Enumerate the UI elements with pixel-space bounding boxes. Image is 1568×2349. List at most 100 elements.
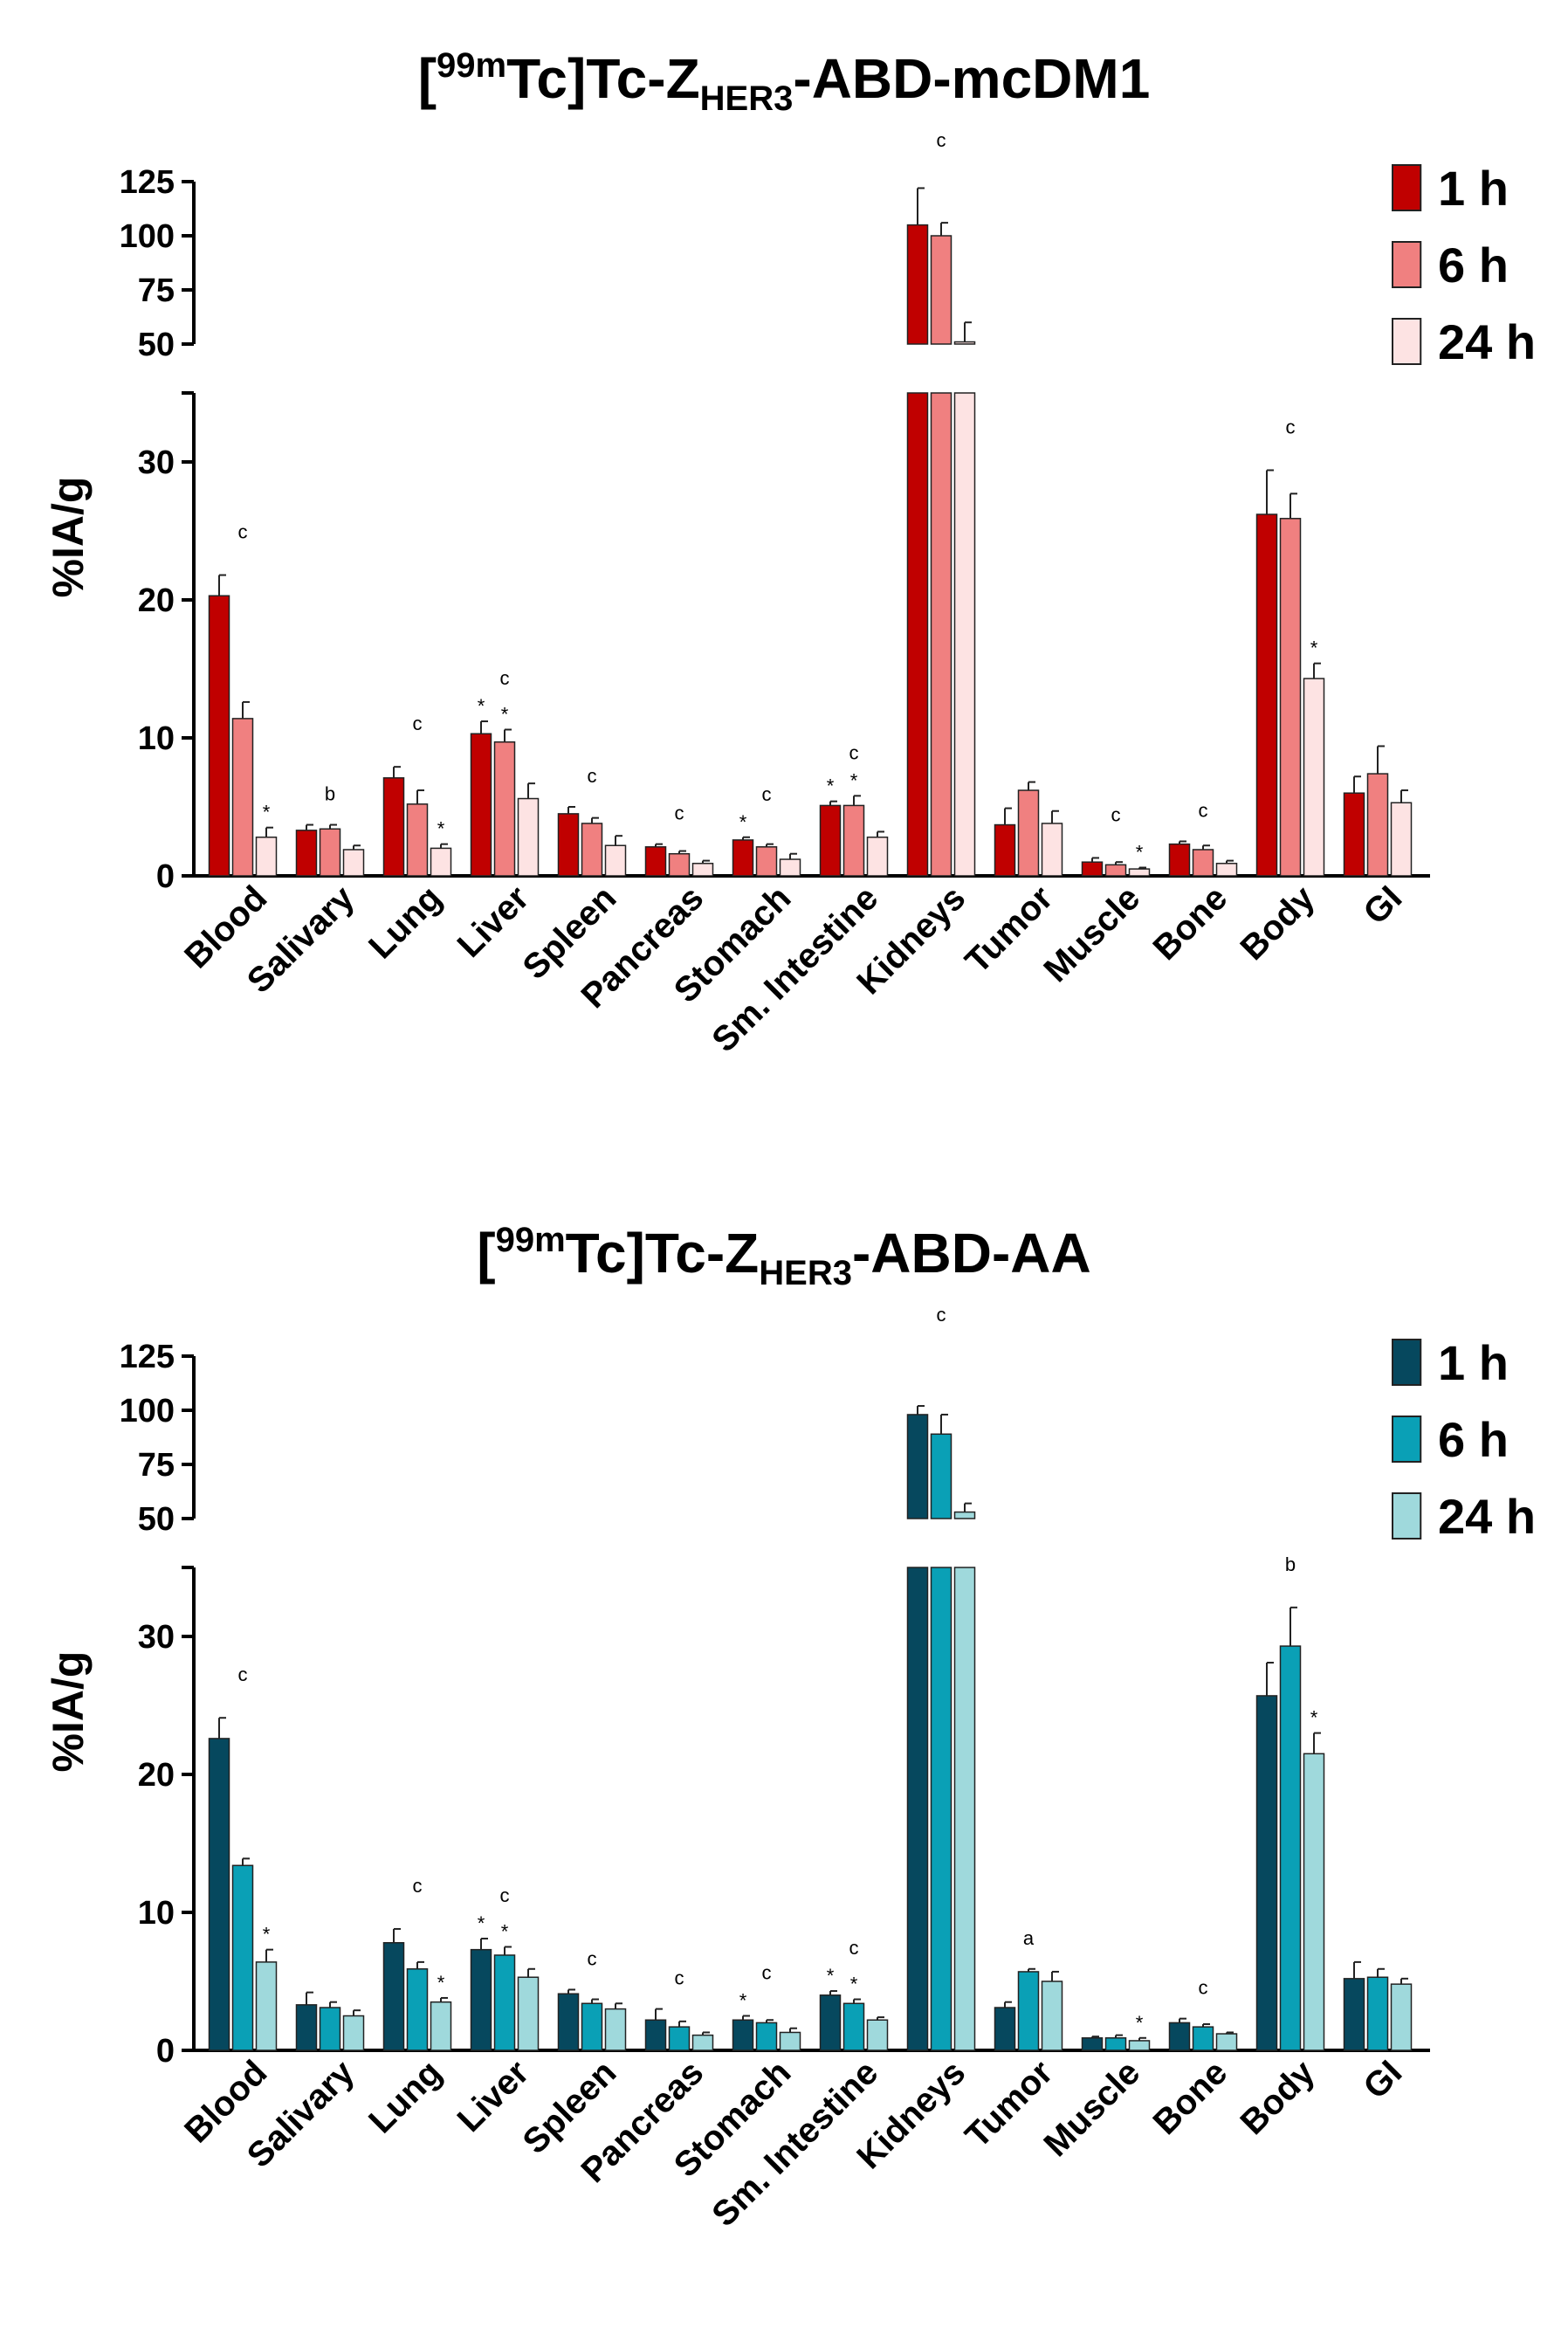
bar-kidneys-24-h xyxy=(953,392,976,877)
significance-mark-blood: * xyxy=(263,802,271,823)
y-tick-label-50: 50 xyxy=(138,1501,175,1538)
bar-sm-intestine-1-h xyxy=(819,1994,842,2051)
title-part-1: 99m xyxy=(496,1221,566,1259)
legend-swatch-6-h xyxy=(1392,241,1422,288)
title-part-4: -ABD-mcDM1 xyxy=(793,47,1150,110)
bar-kidneys-6-h xyxy=(930,1567,952,2051)
x-tick-label-body: Body xyxy=(1234,2053,1323,2142)
significance-mark-lung: c xyxy=(413,1875,423,1897)
bar-kidneys-24-h-upper xyxy=(953,341,976,345)
title-part-1: 99m xyxy=(437,46,506,85)
bar-body-1-h xyxy=(1255,513,1278,877)
significance-mark-liver: c xyxy=(500,1884,510,1906)
bar-gi-6-h xyxy=(1366,773,1389,877)
bar-liver-24-h xyxy=(517,797,540,877)
legend-label-1-h: 1 h xyxy=(1438,161,1509,216)
bar-kidneys-6-h xyxy=(930,392,952,877)
bar-sm-intestine-24-h xyxy=(866,837,889,877)
significance-mark-liver: * xyxy=(501,1921,509,1943)
bar-salivary-1-h xyxy=(295,830,318,877)
biodistribution-chart-mcdm1: [99mTc]Tc-ZHER3-ABD-mcDM1 %IA/g 0 10 20 30 50 7… xyxy=(0,0,1568,1174)
significance-mark-lung: c xyxy=(413,713,423,734)
significance-mark-body: b xyxy=(1285,1553,1296,1575)
significance-mark-pancreas: c xyxy=(675,1967,684,1989)
bar-lung-24-h xyxy=(430,2001,452,2051)
bar-gi-24-h xyxy=(1390,1983,1413,2051)
bar-lung-1-h xyxy=(382,1942,405,2051)
biodistribution-chart-aa: [99mTc]Tc-ZHER3-ABD-AA %IA/g 0 10 20 30 50 75 10… xyxy=(0,1174,1568,2349)
x-tick-label-gi: GI xyxy=(1356,2053,1409,2106)
y-tick-label-0: 0 xyxy=(156,858,175,895)
significance-mark-muscle: c xyxy=(1111,803,1121,825)
y-tick-label-125: 125 xyxy=(120,164,175,201)
legend-label-24-h: 24 h xyxy=(1438,314,1536,369)
title-part-3: HER3 xyxy=(759,1254,852,1292)
bar-body-6-h xyxy=(1279,518,1302,877)
significance-mark-body: c xyxy=(1286,416,1296,437)
bar-gi-24-h xyxy=(1390,802,1413,877)
significance-mark-stomach: * xyxy=(739,1990,747,2012)
y-tick-label-100: 100 xyxy=(120,1393,175,1429)
bar-lung-6-h xyxy=(406,803,429,877)
significance-mark-spleen: c xyxy=(588,765,597,787)
y-tick-label-50: 50 xyxy=(138,327,175,363)
bar-liver-24-h xyxy=(517,1976,540,2051)
bar-spleen-24-h xyxy=(604,844,627,877)
title-part-4: -ABD-AA xyxy=(852,1222,1091,1285)
significance-mark-sm-intestine: * xyxy=(827,775,835,797)
bar-stomach-1-h xyxy=(732,2019,754,2051)
bar-kidneys-1-h-upper xyxy=(906,1414,929,1519)
significance-mark-stomach: c xyxy=(762,783,772,805)
bar-kidneys-1-h xyxy=(906,1567,929,2051)
bar-tumor-1-h xyxy=(994,2007,1016,2051)
bar-muscle-6-h xyxy=(1104,864,1127,877)
bar-tumor-6-h xyxy=(1017,1971,1040,2051)
y-tick-label-100: 100 xyxy=(120,218,175,255)
bar-blood-24-h xyxy=(255,837,278,877)
bar-tumor-24-h xyxy=(1041,823,1063,877)
bar-sm-intestine-1-h xyxy=(819,804,842,877)
title-part-2: Tc]Tc-Z xyxy=(506,47,700,110)
bar-liver-1-h xyxy=(470,1948,492,2051)
bar-body-24-h xyxy=(1303,1753,1325,2051)
significance-mark-tumor: a xyxy=(1023,1927,1035,1949)
bar-bone-6-h xyxy=(1192,849,1214,877)
significance-mark-sm-intestine: * xyxy=(850,1974,858,1995)
bar-pancreas-6-h xyxy=(668,2026,691,2051)
y-tick-label-0: 0 xyxy=(156,2033,175,2070)
bar-bone-24-h xyxy=(1215,863,1238,877)
x-tick-label-gi: GI xyxy=(1356,878,1409,932)
bar-gi-1-h xyxy=(1343,1978,1365,2051)
bar-bone-1-h xyxy=(1168,843,1191,877)
bar-spleen-24-h xyxy=(604,2008,627,2051)
title-part-3: HER3 xyxy=(700,79,794,118)
bar-salivary-1-h xyxy=(295,2004,318,2051)
bar-salivary-6-h xyxy=(319,2007,341,2051)
y-axis-label: %IA/g xyxy=(44,477,93,598)
bar-pancreas-1-h xyxy=(644,846,667,877)
title-part-2: Tc]Tc-Z xyxy=(566,1222,760,1285)
bar-blood-24-h xyxy=(255,1961,278,2051)
legend-label-24-h: 24 h xyxy=(1438,1489,1536,1544)
bar-spleen-1-h xyxy=(557,813,580,877)
bar-lung-24-h xyxy=(430,847,452,877)
x-tick-label-lung: Lung xyxy=(361,2053,449,2140)
bar-pancreas-24-h xyxy=(691,863,714,877)
significance-mark-blood: c xyxy=(238,1664,248,1685)
x-tick-label-muscle: Muscle xyxy=(1036,878,1147,989)
significance-mark-bone: c xyxy=(1199,1977,1208,1999)
bar-kidneys-6-h-upper xyxy=(930,235,952,345)
significance-mark-sm-intestine: c xyxy=(849,1937,859,1959)
bar-pancreas-6-h xyxy=(668,852,691,877)
significance-mark-bone: c xyxy=(1199,800,1208,822)
significance-mark-stomach: c xyxy=(762,1962,772,1984)
bar-pancreas-24-h xyxy=(691,2034,714,2051)
title-part-0: [ xyxy=(418,47,437,110)
significance-mark-sm-intestine: * xyxy=(827,1965,835,1987)
chart-title: [99mTc]Tc-ZHER3-ABD-mcDM1 xyxy=(418,46,1151,118)
bar-gi-1-h xyxy=(1343,792,1365,877)
bar-kidneys-1-h xyxy=(906,392,929,877)
x-tick-label-muscle: Muscle xyxy=(1036,2053,1147,2164)
significance-mark-sm-intestine: c xyxy=(849,741,859,763)
bar-kidneys-24-h-upper xyxy=(953,1511,976,1519)
